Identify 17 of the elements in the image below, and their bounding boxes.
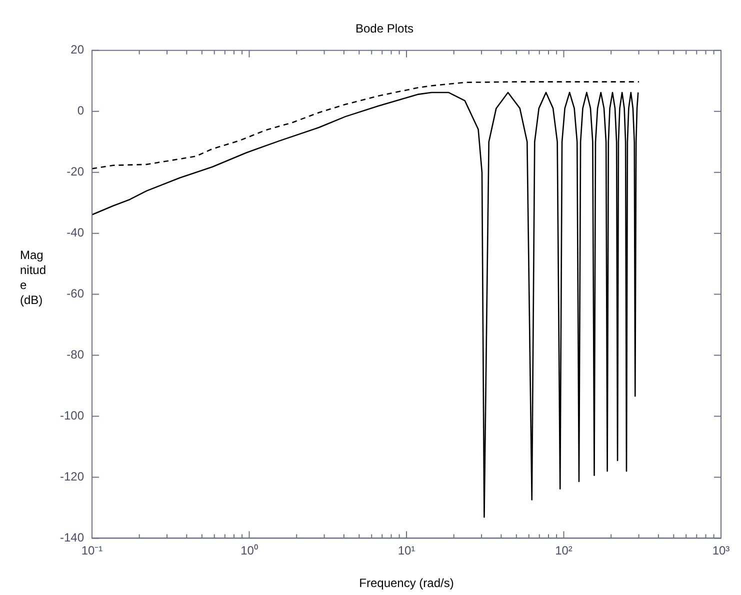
- y-axis-title: Magnitude (dB): [20, 248, 48, 308]
- chart-title: Bode Plots: [355, 22, 414, 36]
- x-tick-label: 10²: [555, 544, 572, 558]
- y-tick-label: -140: [60, 530, 84, 545]
- y-tick-label: -40: [66, 226, 84, 240]
- y-tick-label: -60: [66, 286, 84, 301]
- x-tick-label: 10³: [712, 544, 730, 558]
- y-tick-label: -100: [60, 408, 84, 423]
- x-tick-label: 10¹: [398, 544, 416, 558]
- x-tick-label: 10⁰: [240, 544, 258, 558]
- y-tick-label: -120: [60, 470, 84, 484]
- y-tick-label: 0: [77, 104, 84, 118]
- y-tick-label: -80: [66, 348, 84, 362]
- y-tick-label: 20: [70, 42, 84, 57]
- x-tick-label: 10⁻¹: [81, 544, 103, 558]
- x-axis-title: Frequency (rad/s): [359, 576, 454, 590]
- y-tick-label: -20: [66, 164, 84, 179]
